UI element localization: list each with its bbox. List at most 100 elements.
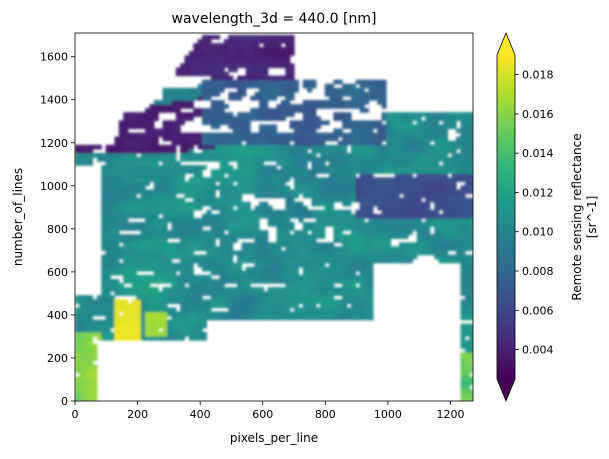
heatmap-cell — [118, 323, 124, 329]
heatmap-cell — [110, 250, 115, 256]
heatmap-cell — [202, 87, 207, 93]
heatmap-cell — [153, 116, 159, 121]
heatmap-cell — [197, 181, 203, 187]
heatmap-cell — [158, 319, 164, 325]
heatmap-cell — [443, 177, 448, 182]
heatmap-cell — [355, 185, 361, 191]
heatmap-cell — [302, 169, 308, 174]
heatmap-cell — [351, 295, 356, 300]
heatmap-cell — [79, 295, 85, 300]
heatmap-cell — [145, 323, 151, 329]
heatmap-cell — [346, 177, 352, 182]
heatmap-cell — [337, 266, 343, 272]
heatmap-cell — [460, 222, 466, 227]
heatmap-cell — [346, 283, 352, 288]
heatmap-cell — [368, 283, 374, 288]
heatmap-cell — [245, 152, 251, 158]
heatmap-cell — [272, 95, 278, 101]
heatmap-cell — [329, 307, 335, 313]
heatmap-cell — [202, 307, 207, 313]
heatmap-cell — [324, 177, 330, 182]
heatmap-cell — [289, 79, 295, 85]
heatmap-cell — [171, 124, 177, 130]
heatmap-cell — [285, 205, 291, 211]
heatmap-cell — [167, 169, 172, 174]
heatmap-cell — [355, 242, 361, 248]
heatmap-cell — [105, 254, 111, 260]
heatmap-cell — [167, 266, 172, 272]
heatmap-cell — [276, 75, 282, 81]
heatmap-cell — [372, 201, 378, 207]
heatmap-cell — [228, 140, 234, 146]
heatmap-cell — [359, 258, 365, 264]
heatmap-cell — [390, 250, 396, 256]
heatmap-cell — [123, 254, 129, 260]
heatmap-cell — [202, 59, 207, 64]
y-tick-label: 200 — [47, 352, 68, 365]
heatmap-cell — [223, 279, 229, 284]
heatmap-cell — [101, 152, 107, 158]
heatmap-cell — [267, 222, 273, 227]
heatmap-cell — [394, 161, 400, 166]
y-tick-label: 1400 — [40, 94, 68, 107]
heatmap-cell — [175, 169, 181, 174]
heatmap-cell — [359, 152, 365, 158]
heatmap-cell — [75, 152, 80, 158]
heatmap-cell — [184, 112, 190, 117]
heatmap-cell — [329, 258, 335, 264]
heatmap-cell — [372, 148, 378, 154]
heatmap-cell — [464, 311, 470, 317]
heatmap-cell — [324, 291, 330, 296]
heatmap-cell — [386, 246, 391, 252]
heatmap-cell — [193, 67, 199, 73]
heatmap-cell — [346, 100, 352, 105]
heatmap-cell — [267, 169, 273, 174]
heatmap-cell — [359, 222, 365, 227]
heatmap-cell — [307, 311, 313, 317]
heatmap-cell — [153, 226, 159, 231]
heatmap-cell — [259, 262, 264, 268]
heatmap-cell — [140, 291, 146, 296]
heatmap-cell — [399, 128, 405, 134]
heatmap-cell — [110, 319, 115, 325]
heatmap-cell — [193, 315, 199, 321]
heatmap-cell — [140, 279, 146, 284]
heatmap-cell — [346, 83, 352, 89]
heatmap-cell — [228, 79, 234, 85]
heatmap-cell — [298, 242, 304, 248]
heatmap-cell — [386, 124, 391, 130]
heatmap-cell — [206, 213, 212, 219]
heatmap-cell — [184, 132, 190, 138]
heatmap-cell — [267, 218, 273, 223]
heatmap-cell — [193, 331, 199, 337]
heatmap-cell — [101, 157, 107, 162]
heatmap-cell — [140, 323, 146, 329]
heatmap-cell — [167, 230, 172, 235]
heatmap-cell — [145, 112, 151, 117]
heatmap-cell — [245, 274, 251, 280]
heatmap-cell — [210, 136, 216, 142]
heatmap-cell — [355, 91, 361, 97]
heatmap-cell — [381, 100, 387, 105]
heatmap-cell — [167, 274, 172, 280]
heatmap-cell — [180, 246, 186, 252]
heatmap-cell — [294, 128, 299, 134]
heatmap-cell — [272, 303, 278, 309]
heatmap-cell — [320, 140, 326, 146]
heatmap-cell — [381, 144, 387, 150]
heatmap-cell — [416, 209, 422, 215]
heatmap-cell — [210, 193, 216, 199]
heatmap-cell — [210, 311, 216, 317]
heatmap-cell — [149, 108, 155, 113]
heatmap-cell — [329, 222, 335, 227]
heatmap-cell — [75, 327, 80, 333]
heatmap-cell — [429, 144, 435, 150]
heatmap-cell — [368, 242, 374, 248]
heatmap-cell — [175, 299, 181, 304]
heatmap-cell — [215, 197, 221, 203]
heatmap-cell — [241, 59, 247, 64]
heatmap-cell — [219, 100, 225, 105]
heatmap-cell — [96, 144, 102, 150]
colorbar-top-extend — [497, 33, 515, 55]
heatmap-cell — [101, 303, 107, 309]
